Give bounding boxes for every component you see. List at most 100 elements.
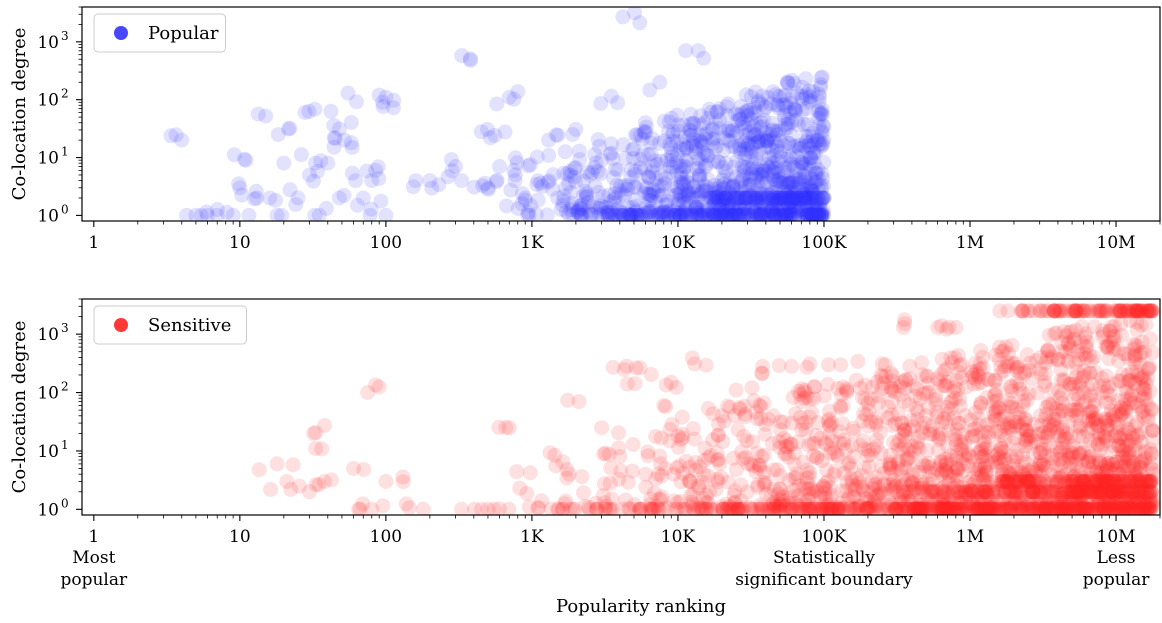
data-point	[1115, 447, 1131, 463]
data-point	[776, 207, 792, 221]
data-point	[1033, 418, 1049, 434]
data-point	[1106, 303, 1122, 319]
data-point	[642, 82, 658, 98]
data-point	[890, 461, 906, 477]
data-point	[1047, 326, 1063, 342]
data-point	[1128, 495, 1144, 511]
data-point	[765, 123, 781, 139]
data-point	[873, 458, 889, 474]
data-point	[1134, 434, 1149, 450]
data-point	[1054, 469, 1070, 485]
data-point	[806, 207, 822, 221]
data-point	[1079, 501, 1095, 515]
data-point	[769, 190, 785, 206]
data-point	[574, 201, 590, 217]
data-point	[710, 474, 726, 490]
data-point	[1110, 484, 1126, 500]
data-point	[1064, 486, 1080, 502]
data-point	[749, 193, 764, 209]
data-point	[940, 406, 955, 422]
data-point	[509, 464, 525, 480]
data-point	[996, 474, 1012, 489]
data-point	[943, 350, 959, 366]
data-point	[971, 375, 986, 391]
data-point	[1083, 387, 1099, 403]
data-point	[673, 170, 689, 186]
data-point	[1120, 491, 1136, 507]
data-point	[1036, 488, 1052, 504]
data-point	[431, 177, 447, 193]
data-point	[766, 190, 782, 206]
data-point	[996, 452, 1012, 468]
data-point	[747, 127, 763, 143]
data-point	[1019, 431, 1035, 447]
data-point	[533, 175, 549, 191]
data-point	[1084, 404, 1099, 420]
data-point	[1121, 501, 1137, 515]
data-point	[922, 459, 938, 475]
data-point	[737, 200, 753, 216]
data-point	[899, 501, 915, 515]
data-point	[737, 190, 753, 206]
data-point	[1138, 496, 1154, 512]
data-point	[827, 463, 843, 479]
data-point	[602, 475, 618, 491]
data-point	[1135, 379, 1150, 395]
data-point	[712, 183, 728, 199]
data-point	[1081, 365, 1097, 381]
data-point	[1139, 474, 1155, 489]
data-point	[964, 470, 980, 486]
data-point	[1131, 397, 1147, 413]
data-point	[746, 393, 762, 409]
data-point	[957, 484, 973, 500]
data-point	[1064, 478, 1080, 494]
data-point	[797, 495, 813, 511]
y-tick-exponent: 0	[61, 202, 69, 216]
data-point	[899, 450, 915, 466]
data-point	[636, 123, 652, 139]
data-point	[543, 501, 559, 515]
data-point	[790, 138, 806, 154]
data-point	[987, 501, 1003, 515]
data-point	[686, 131, 701, 147]
data-point	[743, 89, 759, 105]
data-point	[1120, 303, 1135, 319]
data-point	[738, 87, 754, 103]
data-point	[1054, 335, 1070, 351]
data-point	[1124, 484, 1140, 500]
data-point	[501, 420, 517, 436]
data-point	[1078, 484, 1094, 500]
data-point	[1080, 424, 1096, 440]
data-point	[1129, 482, 1145, 498]
data-point	[594, 207, 610, 221]
data-point	[713, 207, 729, 221]
data-point	[727, 495, 742, 511]
data-point	[692, 500, 708, 515]
data-point	[801, 193, 817, 209]
data-point	[758, 475, 774, 490]
data-point	[1070, 485, 1086, 501]
data-point	[758, 417, 774, 432]
data-point	[711, 192, 727, 208]
x-tick-label: 10	[229, 527, 251, 547]
data-point	[679, 140, 695, 156]
data-point	[571, 206, 587, 221]
data-point	[750, 477, 766, 493]
data-point	[852, 498, 868, 514]
data-point	[1074, 489, 1090, 504]
data-point	[1135, 303, 1151, 319]
data-point	[972, 356, 988, 372]
data-point	[1069, 501, 1084, 515]
data-point	[627, 163, 643, 179]
data-point	[761, 501, 777, 515]
data-point	[168, 127, 184, 143]
data-point	[1116, 501, 1132, 515]
data-point	[1056, 432, 1072, 448]
data-point	[263, 482, 279, 497]
data-point	[796, 168, 812, 184]
data-point	[1051, 303, 1066, 319]
data-point	[769, 143, 785, 159]
data-point	[1074, 474, 1090, 489]
data-point	[1104, 484, 1120, 500]
data-point	[802, 89, 818, 105]
